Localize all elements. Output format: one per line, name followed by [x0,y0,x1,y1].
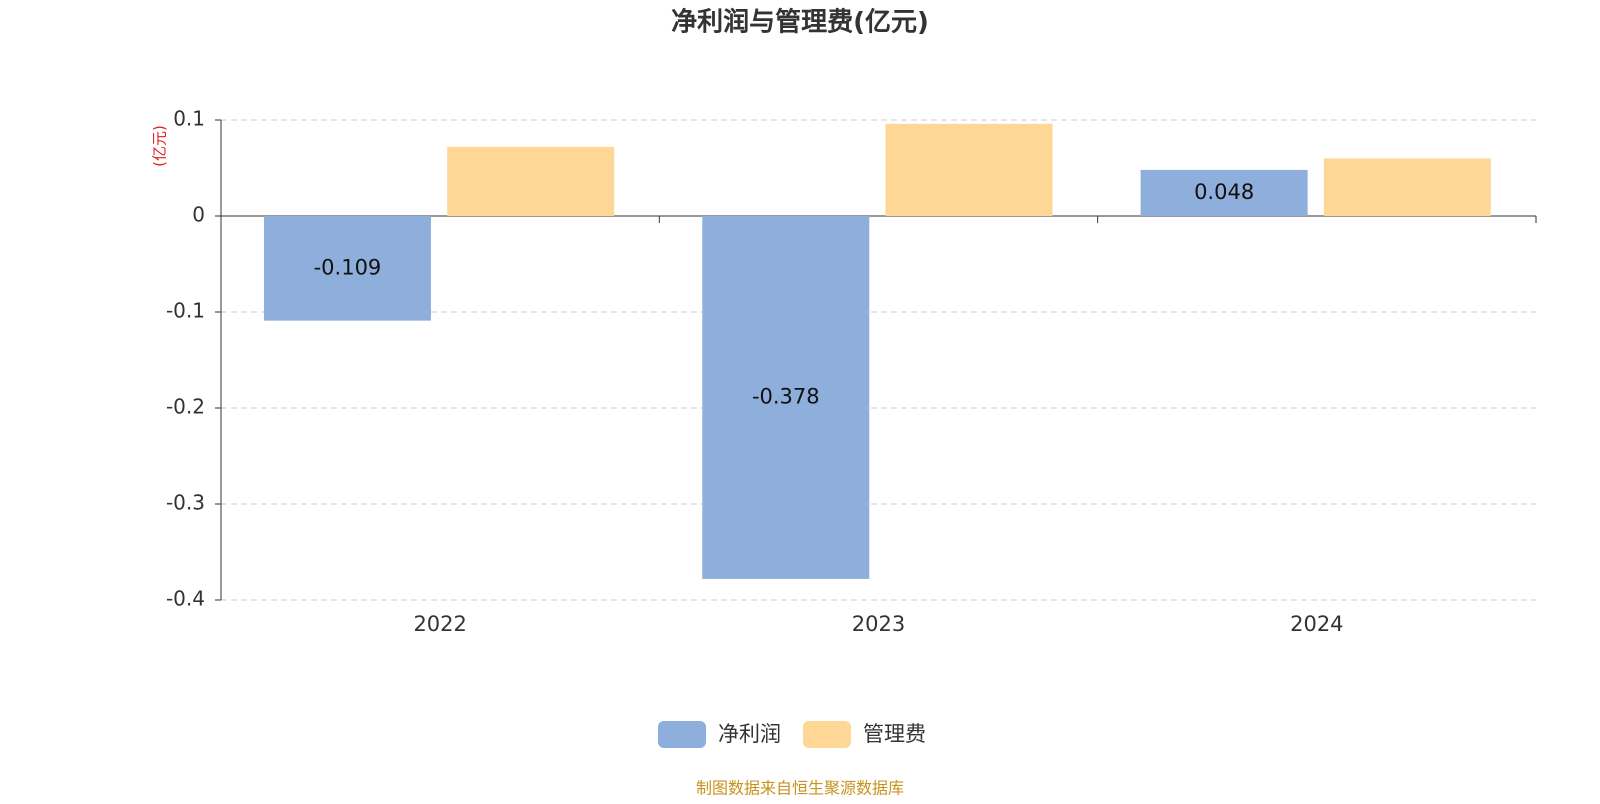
y-tick-label: 0.1 [173,107,205,131]
legend-label: 净利润 [718,722,781,746]
source-note: 制图数据来自恒生聚源数据库 [696,779,904,798]
bar [702,216,870,579]
y-tick-label: -0.4 [166,587,205,611]
legend-swatch [803,721,851,748]
legend-label: 管理费 [863,722,926,746]
y-tick-label: -0.1 [166,299,205,323]
chart-title: 净利润与管理费(亿元) [671,7,929,38]
bar [447,146,615,216]
x-tick-label: 2023 [852,612,905,636]
bar [885,123,1053,216]
legend-swatch [658,721,706,748]
y-tick-label: -0.2 [166,395,205,419]
value-label: -0.378 [752,384,820,408]
value-label: -0.109 [314,255,382,279]
x-tick-label: 2022 [413,612,466,636]
bar [263,216,431,321]
x-tick-label: 2024 [1290,612,1343,636]
bar [1323,158,1491,216]
value-label: 0.048 [1194,180,1254,204]
bar [1140,169,1308,216]
y-axis-label: (亿元) [151,125,169,167]
y-tick-label: 0 [192,203,205,227]
y-tick-label: -0.3 [166,491,205,515]
